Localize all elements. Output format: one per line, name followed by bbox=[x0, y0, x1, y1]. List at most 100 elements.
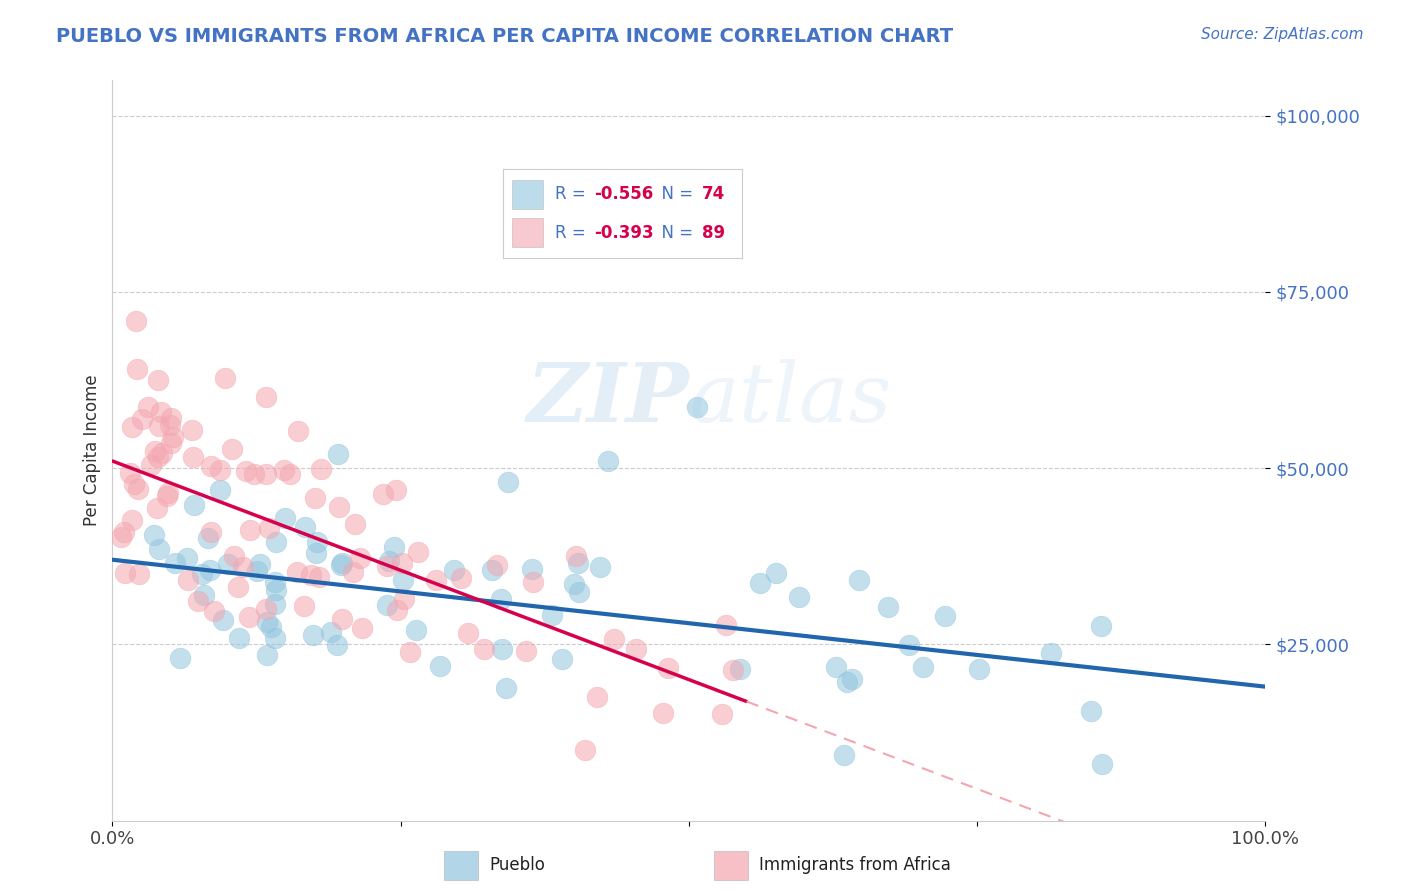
Point bbox=[586, 690, 609, 705]
Point bbox=[352, 621, 374, 635]
Point bbox=[302, 628, 325, 642]
Point bbox=[450, 571, 472, 585]
Point bbox=[748, 576, 770, 591]
Point bbox=[239, 523, 262, 537]
Point bbox=[375, 598, 398, 612]
Point bbox=[254, 467, 277, 481]
Point bbox=[176, 551, 198, 566]
Point bbox=[224, 549, 246, 564]
Point bbox=[848, 574, 870, 588]
Point bbox=[232, 560, 254, 574]
Point bbox=[124, 476, 146, 491]
Point bbox=[394, 591, 416, 606]
Point bbox=[193, 588, 215, 602]
Point bbox=[349, 550, 371, 565]
Point bbox=[136, 401, 159, 415]
Point bbox=[183, 498, 205, 512]
Text: 74: 74 bbox=[702, 185, 725, 202]
Point bbox=[934, 608, 956, 623]
Point bbox=[330, 558, 353, 572]
Point bbox=[177, 573, 200, 587]
Point bbox=[406, 544, 429, 558]
Point bbox=[721, 663, 744, 677]
Point bbox=[157, 485, 180, 500]
Point bbox=[228, 631, 250, 645]
Text: R =: R = bbox=[555, 185, 592, 202]
Point bbox=[326, 447, 349, 461]
Text: Immigrants from Africa: Immigrants from Africa bbox=[759, 856, 950, 874]
Point bbox=[1091, 757, 1114, 772]
Text: N =: N = bbox=[651, 224, 699, 242]
Point bbox=[789, 590, 811, 604]
Point bbox=[515, 644, 537, 658]
Point bbox=[181, 450, 204, 464]
Point bbox=[589, 559, 612, 574]
Point bbox=[652, 706, 675, 721]
Point bbox=[429, 659, 451, 673]
Point bbox=[212, 613, 235, 627]
Point bbox=[377, 558, 399, 573]
Point bbox=[835, 674, 858, 689]
Point bbox=[280, 467, 302, 481]
Point bbox=[257, 521, 280, 535]
Point bbox=[287, 425, 309, 439]
Text: N =: N = bbox=[651, 185, 699, 202]
Point bbox=[148, 373, 170, 387]
Point bbox=[198, 563, 221, 577]
Point bbox=[567, 556, 589, 570]
Point bbox=[398, 645, 420, 659]
Point bbox=[146, 450, 169, 464]
Point bbox=[285, 565, 308, 579]
Point bbox=[1040, 646, 1063, 660]
Point bbox=[214, 370, 236, 384]
Point bbox=[378, 554, 401, 568]
Point bbox=[562, 577, 585, 591]
Point bbox=[246, 564, 269, 578]
Point bbox=[912, 660, 935, 674]
Point bbox=[159, 435, 181, 450]
Point bbox=[150, 446, 173, 460]
Point bbox=[308, 570, 330, 584]
Point bbox=[540, 607, 562, 622]
Point bbox=[574, 743, 596, 757]
Point bbox=[373, 487, 395, 501]
Point bbox=[139, 458, 162, 472]
Point bbox=[143, 528, 166, 542]
Point bbox=[143, 443, 166, 458]
Point bbox=[898, 638, 921, 652]
Point bbox=[568, 585, 591, 599]
Point bbox=[273, 463, 295, 477]
Bar bbox=[512, 179, 543, 209]
Point bbox=[256, 648, 278, 662]
Bar bbox=[714, 851, 748, 880]
Point bbox=[254, 390, 277, 404]
Point bbox=[596, 454, 619, 468]
Text: Pueblo: Pueblo bbox=[489, 856, 546, 874]
Point bbox=[127, 483, 149, 497]
Point bbox=[125, 361, 148, 376]
Point bbox=[425, 573, 447, 587]
Point bbox=[309, 462, 332, 476]
Point bbox=[387, 603, 409, 617]
Point bbox=[485, 558, 508, 572]
Text: R =: R = bbox=[555, 224, 592, 242]
Point bbox=[120, 466, 142, 480]
Point bbox=[128, 567, 150, 582]
Point bbox=[110, 531, 132, 545]
Point bbox=[496, 475, 519, 490]
Point bbox=[264, 574, 287, 589]
Point bbox=[385, 483, 408, 497]
Point bbox=[825, 660, 848, 674]
Point bbox=[146, 500, 169, 515]
Point bbox=[330, 556, 353, 570]
Point bbox=[292, 599, 315, 613]
Point bbox=[481, 563, 503, 577]
Text: 89: 89 bbox=[702, 224, 724, 242]
Point bbox=[266, 583, 288, 598]
Point bbox=[256, 615, 278, 629]
Point bbox=[711, 707, 734, 722]
Point bbox=[522, 574, 544, 589]
Point bbox=[603, 632, 626, 647]
Bar bbox=[444, 851, 478, 880]
Point bbox=[330, 611, 353, 625]
